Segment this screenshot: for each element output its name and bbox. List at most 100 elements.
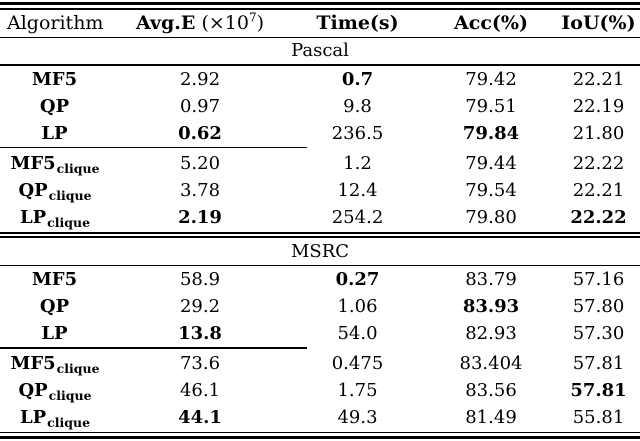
algorithm-label: LP — [41, 122, 68, 144]
time-value: 0.27 — [335, 269, 380, 290]
avg-e-value: 58.9 — [179, 269, 221, 290]
pascal-title-rule — [0, 64, 640, 66]
partial-divider-row — [0, 347, 640, 350]
acc-value: 79.54 — [465, 179, 517, 201]
avg-e-value: 3.78 — [179, 179, 221, 201]
time-value: 0.475 — [331, 353, 384, 374]
section-separator — [0, 231, 640, 238]
acc-value: 79.42 — [465, 68, 517, 90]
acc-value: 79.84 — [462, 122, 520, 144]
avg-e-value: 46.1 — [179, 380, 221, 401]
algorithm-cell: MF5 — [0, 269, 110, 290]
acc-value: 83.56 — [465, 380, 517, 401]
algorithm-cell: LPclique — [0, 206, 110, 230]
algorithm-cell: QPclique — [0, 380, 110, 403]
top-rule-thin — [0, 8, 640, 10]
iou-value: 21.80 — [572, 122, 625, 144]
time-value: 1.75 — [337, 380, 378, 401]
algorithm-subscript: clique — [56, 361, 100, 376]
algorithm-label: LP — [41, 323, 68, 344]
column-header-avg-e: Avg.E (×107) — [110, 12, 290, 34]
iou-value: 57.16 — [572, 269, 625, 290]
table-row: MF5 2.92 0.7 79.42 22.21 — [0, 66, 640, 93]
iou-value: 22.21 — [572, 179, 625, 201]
acc-value: 81.49 — [465, 407, 517, 428]
algorithm-label: LP — [19, 407, 47, 428]
column-header-algorithm: Algorithm — [7, 12, 104, 34]
table-row: QPclique 3.78 12.4 79.54 22.21 — [0, 177, 640, 204]
acc-value: 79.51 — [465, 95, 517, 117]
avg-e-unit-exponent: 7 — [248, 10, 257, 25]
avg-e-value: 13.8 — [178, 323, 222, 344]
time-value: 254.2 — [331, 206, 384, 228]
avg-e-value: 44.1 — [178, 407, 222, 428]
algorithm-label: QP — [39, 95, 70, 117]
acc-value: 83.79 — [465, 269, 517, 290]
algorithm-label: QP — [18, 179, 48, 201]
time-value: 9.8 — [343, 95, 372, 117]
bottom-rule-thin — [0, 431, 640, 433]
avg-e-unit-open: (×10 — [201, 12, 249, 34]
algorithm-cell: LPclique — [0, 407, 110, 430]
avg-e-header-unit: (×107) — [195, 12, 264, 34]
bottom-rule-thick — [0, 435, 640, 439]
column-header-iou: IoU(%) — [561, 12, 636, 34]
table-header-row: Algorithm Avg.E (×107) Time(s) Acc(%) Io… — [0, 10, 640, 37]
algorithm-subscript: clique — [47, 214, 91, 230]
iou-value: 57.81 — [570, 380, 627, 401]
table-row: MF5clique 73.6 0.475 83.404 57.81 — [0, 350, 640, 377]
table-row: LP 0.62 236.5 79.84 21.80 — [0, 120, 640, 147]
algorithm-subscript: clique — [47, 415, 91, 430]
algorithm-cell: MF5clique — [0, 152, 110, 176]
avg-e-value: 29.2 — [179, 296, 221, 317]
avg-e-value: 73.6 — [179, 353, 221, 374]
acc-value: 79.44 — [465, 152, 517, 174]
algorithm-cell: LP — [0, 323, 110, 344]
iou-value: 55.81 — [572, 407, 625, 428]
partial-divider-line — [0, 146, 307, 149]
time-value: 54.0 — [337, 323, 378, 344]
table-row: QP 0.97 9.8 79.51 22.19 — [0, 93, 640, 120]
algorithm-cell: QP — [0, 96, 110, 117]
table-row: QPclique 46.1 1.75 83.56 57.81 — [0, 377, 640, 404]
avg-e-value: 2.19 — [178, 206, 222, 228]
msrc-section-body: MF5 58.9 0.27 83.79 57.16 QP 29.2 1.06 8… — [0, 266, 640, 431]
iou-value: 22.22 — [572, 152, 625, 174]
avg-e-unit-close: ) — [256, 12, 265, 34]
header-bottom-rule — [0, 36, 640, 38]
algorithm-cell: QP — [0, 296, 110, 317]
top-rule-thick — [0, 2, 640, 5]
column-header-acc: Acc(%) — [454, 12, 528, 34]
algorithm-cell: MF5clique — [0, 353, 110, 376]
time-value: 49.3 — [337, 407, 378, 428]
algorithm-subscript: clique — [48, 187, 92, 203]
avg-e-value: 0.62 — [178, 122, 222, 144]
iou-value: 57.81 — [572, 353, 625, 374]
algorithm-subscript: clique — [56, 160, 100, 176]
algorithm-cell: LP — [0, 123, 110, 144]
algorithm-label: QP — [18, 380, 48, 401]
table-row: LP 13.8 54.0 82.93 57.30 — [0, 320, 640, 347]
section-title-msrc: MSRC — [290, 240, 350, 262]
table-row: LPclique 2.19 254.2 79.80 22.22 — [0, 204, 640, 231]
iou-value: 57.80 — [572, 296, 625, 317]
acc-value: 82.93 — [465, 323, 517, 344]
partial-divider-row — [0, 146, 640, 150]
separator-rule-bottom — [0, 235, 640, 238]
algorithm-label: LP — [19, 206, 47, 228]
algorithm-subscript: clique — [48, 388, 92, 403]
table-row: LPclique 44.1 49.3 81.49 55.81 — [0, 404, 640, 431]
acc-value: 83.93 — [462, 296, 520, 317]
msrc-title-rule — [0, 264, 640, 266]
algorithm-cell: QPclique — [0, 179, 110, 203]
acc-value: 79.80 — [465, 206, 517, 228]
algorithm-label: MF5 — [31, 68, 78, 90]
section-title-pascal: Pascal — [291, 40, 349, 61]
iou-value: 22.19 — [572, 95, 625, 117]
algorithm-label: MF5 — [10, 152, 56, 174]
iou-value: 57.30 — [572, 323, 625, 344]
partial-divider-line — [0, 347, 307, 349]
table-row: MF5 58.9 0.27 83.79 57.16 — [0, 266, 640, 293]
acc-value: 83.404 — [459, 353, 523, 374]
